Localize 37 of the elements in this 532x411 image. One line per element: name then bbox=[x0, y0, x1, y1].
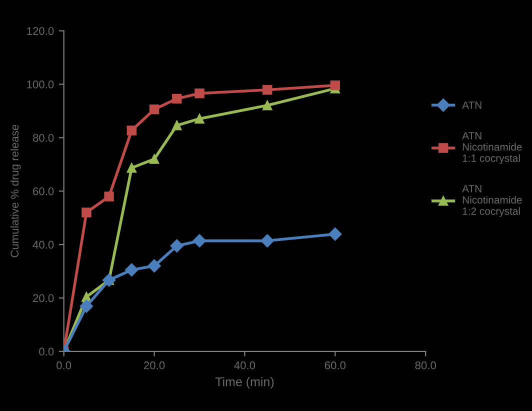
point bbox=[148, 259, 161, 273]
legend-label: ATN Nicotinamide 1:1 cocrystal bbox=[462, 132, 522, 164]
point bbox=[330, 80, 340, 90]
y-tick-label: 80.0 bbox=[32, 134, 54, 142]
point bbox=[192, 234, 206, 248]
y-tick-label: 60.0 bbox=[33, 187, 54, 196]
point bbox=[125, 263, 138, 277]
point bbox=[262, 100, 272, 110]
y-tick-label: 120.0 bbox=[27, 27, 54, 35]
point bbox=[149, 104, 160, 114]
x-tick-label: 0.0 bbox=[56, 361, 72, 370]
point bbox=[172, 94, 182, 104]
legend-label: ATN Nicotinamide 1:2 cocrystal bbox=[462, 185, 522, 217]
point bbox=[82, 208, 92, 218]
x-tick-label: 60.0 bbox=[324, 361, 346, 370]
legend-label: ATN bbox=[462, 102, 482, 109]
point bbox=[260, 234, 274, 248]
y-tick-label: 100.0 bbox=[27, 80, 54, 88]
x-axis-title: Time (min) bbox=[215, 377, 274, 389]
point bbox=[104, 192, 114, 202]
y-tick-label: 20.0 bbox=[33, 294, 54, 302]
y-tick-label: 0.0 bbox=[39, 348, 54, 356]
point bbox=[262, 85, 272, 95]
point bbox=[80, 300, 94, 313]
point bbox=[172, 120, 182, 130]
point bbox=[194, 114, 204, 124]
point bbox=[194, 88, 204, 98]
point bbox=[328, 228, 342, 241]
point bbox=[149, 154, 160, 164]
x-tick-label: 40.0 bbox=[234, 361, 256, 370]
y-tick-label: 40.0 bbox=[32, 240, 54, 249]
point bbox=[170, 239, 184, 252]
x-tick-label: 80.0 bbox=[415, 361, 436, 370]
point bbox=[126, 126, 137, 136]
y-axis-title: Cumulative % drug release bbox=[10, 124, 21, 258]
point bbox=[126, 163, 137, 173]
x-tick-label: 20.0 bbox=[144, 361, 165, 370]
